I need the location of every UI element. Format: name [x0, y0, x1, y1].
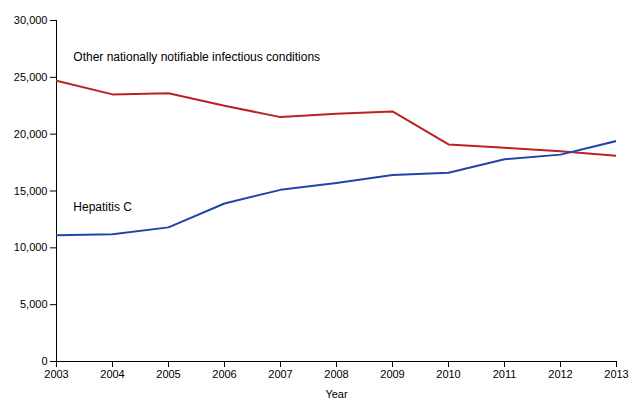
svg-text:0: 0 [41, 355, 47, 367]
svg-text:5,000: 5,000 [20, 298, 48, 310]
svg-text:2005: 2005 [156, 368, 180, 380]
svg-text:2012: 2012 [548, 368, 572, 380]
svg-text:2008: 2008 [324, 368, 348, 380]
svg-text:2006: 2006 [212, 368, 236, 380]
svg-text:2011: 2011 [493, 368, 517, 380]
svg-text:Other nationally notifiable in: Other nationally notifiable infectious c… [73, 50, 320, 64]
svg-text:10,000: 10,000 [14, 241, 48, 253]
svg-text:2004: 2004 [100, 368, 124, 380]
svg-text:30,000: 30,000 [14, 14, 48, 26]
svg-text:2009: 2009 [380, 368, 404, 380]
svg-text:2007: 2007 [268, 368, 292, 380]
svg-text:2010: 2010 [436, 368, 460, 380]
svg-text:2003: 2003 [44, 368, 68, 380]
svg-text:25,000: 25,000 [14, 71, 48, 83]
svg-text:20,000: 20,000 [14, 128, 48, 140]
svg-text:Year: Year [325, 388, 348, 400]
svg-text:2013: 2013 [604, 368, 628, 380]
svg-text:15,000: 15,000 [14, 185, 48, 197]
svg-text:Hepatitis C: Hepatitis C [73, 200, 132, 214]
